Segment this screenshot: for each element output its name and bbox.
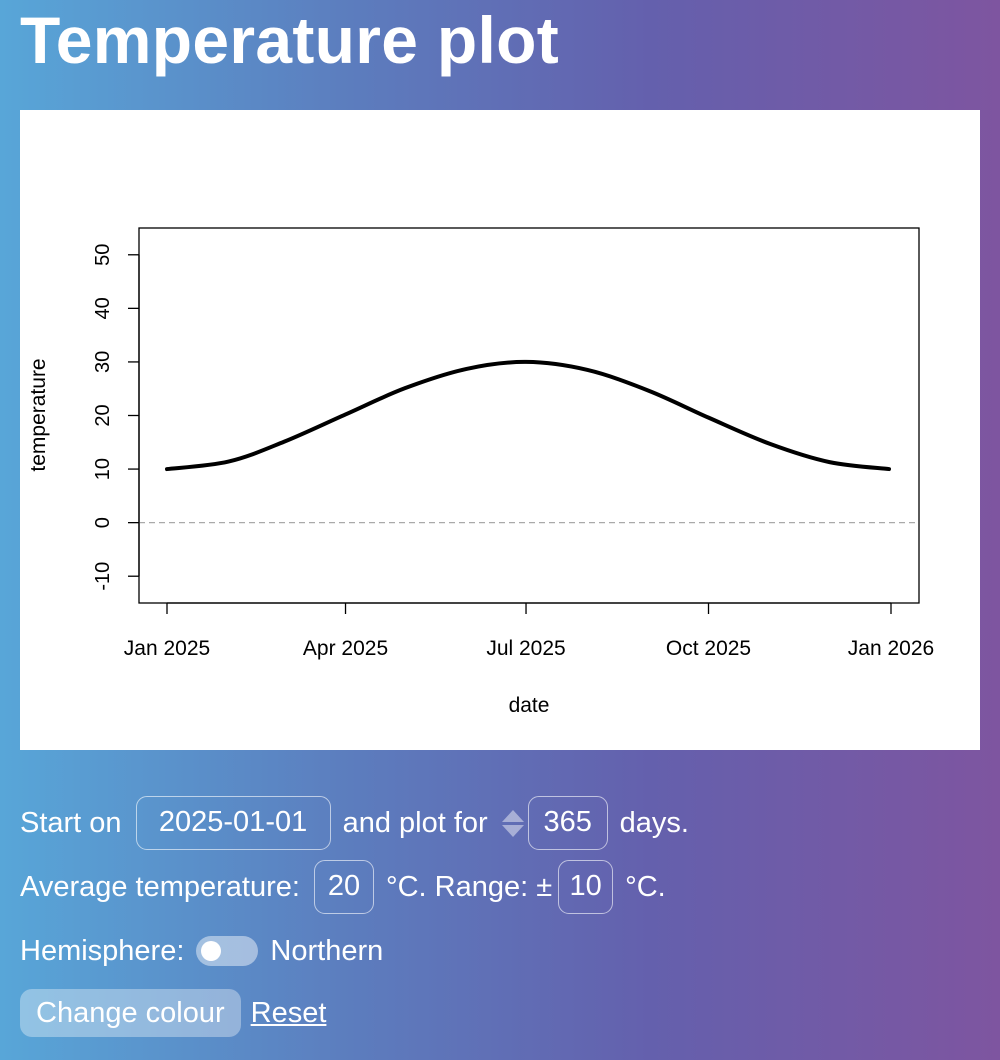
x-tick-label: Jul 2025: [486, 637, 565, 660]
plot-frame: [138, 227, 920, 604]
y-tick-label: 30: [92, 351, 114, 373]
y-axis-label: temperature: [27, 358, 50, 471]
average-temperature-input[interactable]: 20: [313, 860, 374, 914]
average-temperature-label: Average temperature:: [20, 870, 300, 903]
page-title: Temperature plot: [20, 3, 559, 77]
range-input[interactable]: 10: [558, 860, 614, 914]
x-tick-label: Apr 2025: [303, 637, 388, 660]
temperature-row: Average temperature: 20 °C. Range: ± 10 …: [20, 859, 666, 915]
range-label: °C. Range: ±: [385, 870, 553, 903]
days-input[interactable]: 365: [527, 796, 608, 850]
y-tick-label: 10: [92, 458, 114, 480]
start-on-label: Start on: [20, 806, 122, 839]
temperature-chart-svg: -10 0 10 20 30 40 50 Jan 2025 Apr 2025 Jul 2025 Oc…: [27, 227, 934, 717]
x-tick-label: Jan 2026: [848, 637, 934, 660]
plot-for-label: and plot for: [342, 806, 488, 839]
unit-label: °C.: [625, 870, 666, 903]
x-tick-label: Oct 2025: [666, 637, 751, 660]
actions-row: Change colour Reset: [20, 988, 326, 1038]
spinner-up-icon[interactable]: [501, 809, 524, 822]
y-tick-label: 50: [92, 244, 114, 266]
x-tick-label: Jan 2025: [124, 637, 210, 660]
y-tick-label: 40: [92, 297, 114, 319]
temperature-series-line: [165, 359, 892, 472]
y-tick-label: -10: [92, 562, 114, 591]
hemisphere-row: Hemisphere: Northern: [20, 926, 383, 976]
change-colour-button[interactable]: Change colour: [20, 989, 241, 1037]
hemisphere-label: Hemisphere:: [20, 934, 185, 967]
reset-link[interactable]: Reset: [250, 996, 327, 1029]
days-spinner-icon[interactable]: [500, 809, 526, 837]
y-tick-label: 0: [92, 517, 114, 528]
hemisphere-value: Northern: [270, 934, 384, 967]
date-range-row: Start on 2025-01-01 and plot for 365 day…: [20, 795, 689, 851]
x-axis-label: date: [509, 694, 550, 717]
days-label: days.: [619, 806, 689, 839]
toggle-knob: [201, 941, 222, 961]
start-date-input[interactable]: 2025-01-01: [135, 796, 331, 850]
hemisphere-toggle[interactable]: [196, 936, 259, 966]
temperature-plot: -10 0 10 20 30 40 50 Jan 2025 Apr 2025 Jul 2025 Oc…: [20, 110, 980, 750]
spinner-down-icon[interactable]: [501, 824, 524, 837]
y-tick-label: 20: [92, 404, 114, 426]
